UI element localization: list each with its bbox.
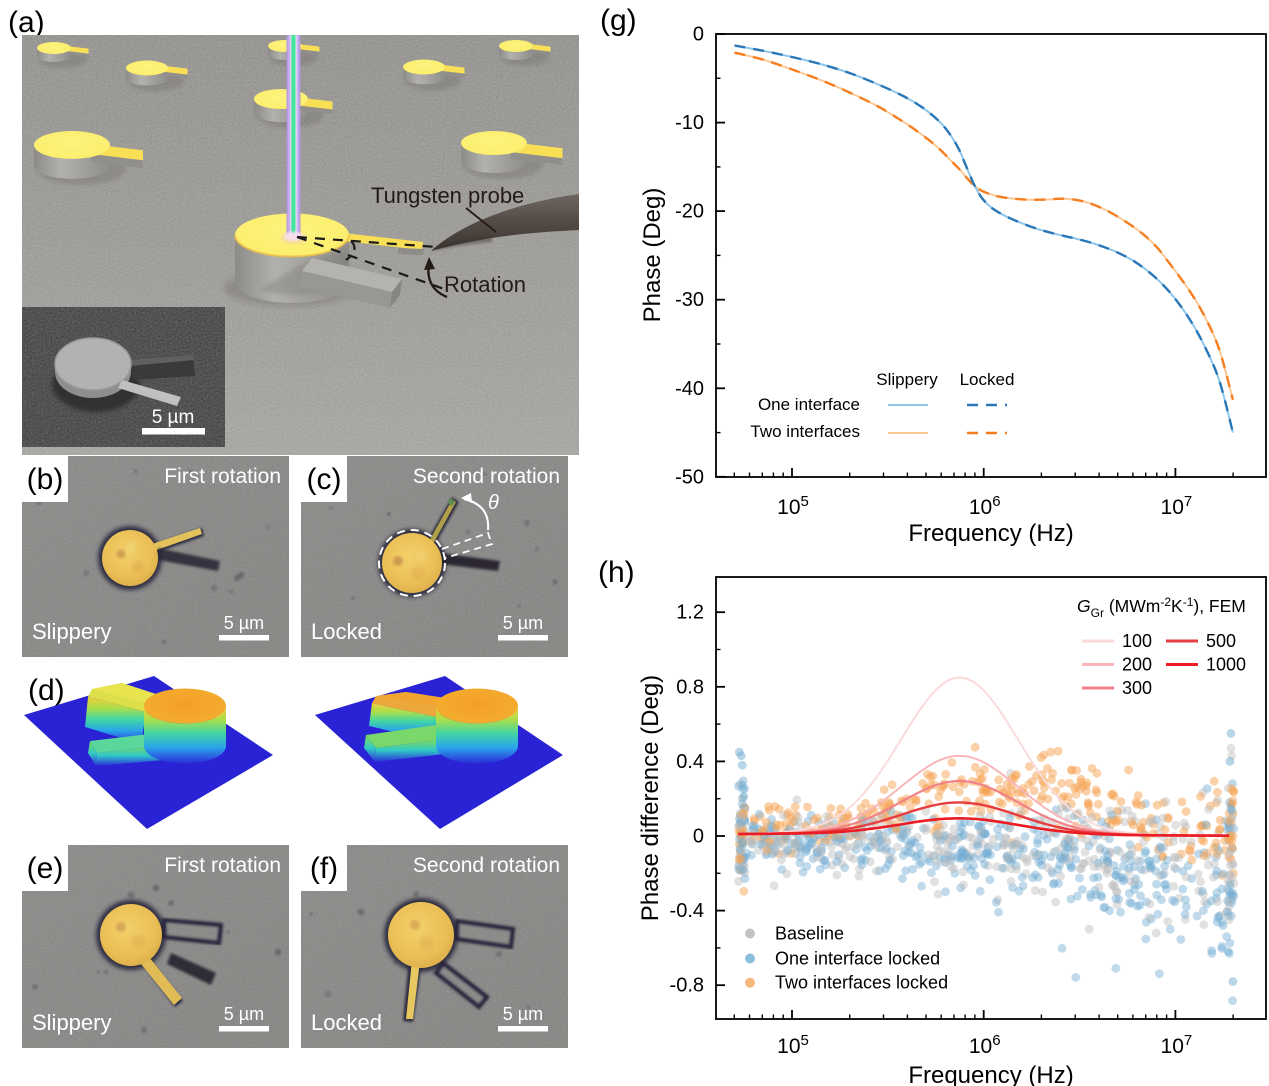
- svg-text:Frequency (Hz): Frequency (Hz): [908, 520, 1073, 547]
- svg-text:(g): (g): [600, 4, 637, 37]
- svg-text:-20: -20: [675, 201, 704, 223]
- svg-text:Slippery: Slippery: [876, 370, 938, 389]
- svg-text:-10: -10: [675, 112, 704, 134]
- svg-text:Frequency (Hz): Frequency (Hz): [908, 1062, 1073, 1086]
- svg-text:Locked: Locked: [311, 619, 382, 644]
- svg-text:105: 105: [777, 493, 809, 519]
- svg-text:(f): (f): [310, 852, 338, 885]
- svg-text:5 µm: 5 µm: [152, 407, 195, 428]
- svg-text:Tungsten probe: Tungsten probe: [371, 183, 524, 208]
- svg-text:5 µm: 5 µm: [224, 1004, 264, 1024]
- svg-text:Slippery: Slippery: [32, 619, 111, 644]
- svg-text:(d): (d): [28, 674, 65, 707]
- svg-text:5 µm: 5 µm: [503, 1004, 543, 1024]
- svg-text:-0.4: -0.4: [670, 900, 704, 922]
- svg-text:Second rotation: Second rotation: [413, 465, 560, 488]
- svg-text:5 µm: 5 µm: [503, 613, 543, 633]
- svg-text:Rotation: Rotation: [444, 272, 526, 297]
- svg-text:Phase (Deg): Phase (Deg): [639, 188, 666, 323]
- svg-text:First rotation: First rotation: [164, 854, 281, 877]
- svg-text:1.2: 1.2: [676, 602, 704, 624]
- svg-text:(h): (h): [598, 556, 635, 589]
- svg-text:GGr (MWm-2K-1), FEM: GGr (MWm-2K-1), FEM: [1077, 595, 1246, 620]
- svg-text:Baseline: Baseline: [775, 924, 844, 944]
- svg-text:0: 0: [693, 826, 704, 848]
- svg-text:One interface: One interface: [758, 395, 860, 414]
- svg-text:Two interfaces locked: Two interfaces locked: [775, 973, 948, 993]
- svg-text:Second rotation: Second rotation: [413, 854, 560, 877]
- svg-text:(c): (c): [307, 463, 342, 496]
- svg-text:-0.8: -0.8: [670, 975, 704, 997]
- svg-text:First rotation: First rotation: [164, 465, 281, 488]
- svg-text:0: 0: [693, 24, 704, 46]
- svg-text:200: 200: [1122, 655, 1152, 675]
- svg-text:Slippery: Slippery: [32, 1010, 111, 1035]
- svg-text:Two interfaces: Two interfaces: [750, 422, 860, 441]
- svg-text:Locked: Locked: [311, 1010, 382, 1035]
- svg-text:Locked: Locked: [960, 370, 1015, 389]
- svg-text:0.4: 0.4: [676, 751, 704, 773]
- svg-text:(b): (b): [27, 463, 64, 496]
- svg-text:Phase difference (Deg): Phase difference (Deg): [637, 675, 664, 921]
- svg-text:-40: -40: [675, 378, 704, 400]
- svg-text:One interface locked: One interface locked: [775, 949, 940, 969]
- svg-text:500: 500: [1206, 631, 1236, 651]
- svg-text:(e): (e): [27, 852, 64, 885]
- svg-text:-30: -30: [675, 289, 704, 311]
- svg-text:θ: θ: [488, 492, 499, 514]
- svg-text:100: 100: [1122, 631, 1152, 651]
- svg-text:300: 300: [1122, 678, 1152, 698]
- svg-text:0.8: 0.8: [676, 676, 704, 698]
- svg-text:5 µm: 5 µm: [224, 613, 264, 633]
- svg-text:1000: 1000: [1206, 655, 1246, 675]
- svg-text:-50: -50: [675, 466, 704, 488]
- svg-text:(a): (a): [8, 6, 45, 39]
